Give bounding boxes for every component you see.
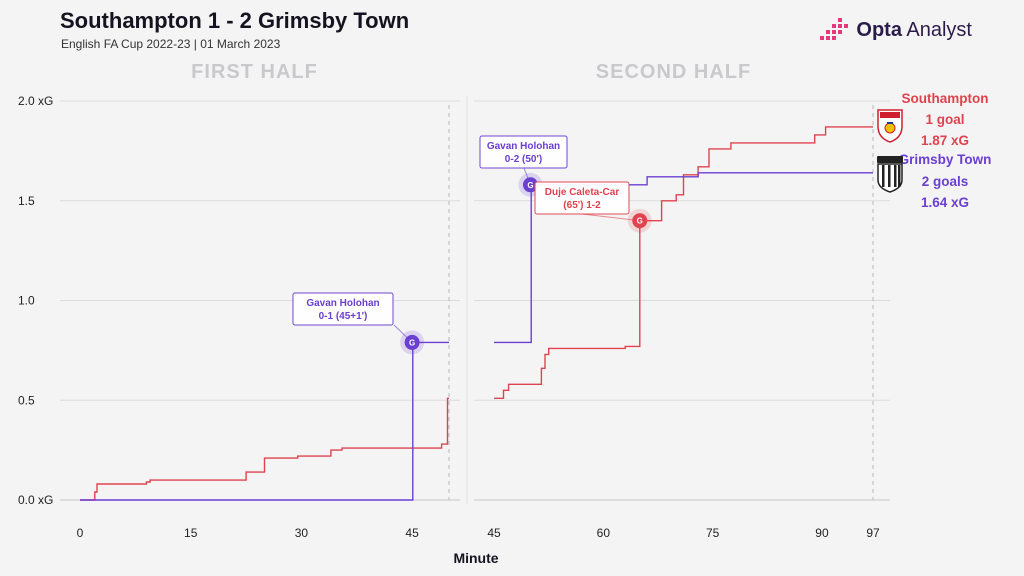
team-label-grimsby: Grimsby Town [899,152,992,167]
crest-detail [887,122,893,124]
team-goals-southampton: 1 goal [925,112,964,127]
goal-callout-leader [581,213,640,222]
y-tick-label: 2.0 xG [18,94,53,108]
x-tick-label: 45 [405,526,419,540]
x-tick-label: 30 [295,526,309,540]
goal-marker-letter: G [527,181,533,190]
crest-stripe [888,165,891,187]
team-label-southampton: Southampton [902,91,989,106]
goal-marker-letter: G [409,338,415,347]
y-tick-label: 1.0 [18,294,35,308]
goal-callout-score: (65') 1-2 [563,200,601,211]
crest-band [880,112,900,118]
half-label: FIRST HALF [191,61,318,83]
crest-ball [884,122,896,134]
x-tick-label: 45 [487,526,501,540]
grimsby-crest-icon [877,156,903,193]
x-tick-label: 75 [706,526,720,540]
goal-marker [522,177,538,193]
goal-callout-box [479,135,568,169]
x-axis-title: Minute [453,550,498,566]
series-line-southampton-first-half [80,397,449,501]
x-tick-label: 15 [184,526,198,540]
opta-logo-icon [820,18,849,40]
crest-top [877,156,903,163]
series-line-southampton-second-half [494,126,873,399]
crest-stripe [894,165,897,187]
chart-subtitle: English FA Cup 2022-23 | 01 March 2023 [61,37,281,51]
y-tick-label: 0.0 xG [18,493,53,507]
brand-logo: Opta Analyst [820,18,972,42]
goal-marker [404,334,420,350]
goal-callout-scorer: Gavan Holohan [306,298,379,309]
x-tick-label: 97 [866,526,880,540]
goal-callout-scorer: Gavan Holohan [487,141,560,152]
y-tick-label: 0.5 [18,393,35,407]
goal-callout-score: 0-2 (50') [505,154,542,165]
half-label: SECOND HALF [596,61,751,83]
brand-name: Opta Analyst [856,18,972,41]
team-goals-grimsby: 2 goals [922,174,969,189]
goal-callout-box [292,292,394,326]
goal-marker-letter: G [637,217,643,226]
goal-callout-scorer: Duje Caleta-Car [545,187,620,198]
team-xg-grimsby: 1.64 xG [921,195,969,210]
x-tick-label: 0 [77,526,84,540]
series-line-grimsby-town-first-half [80,341,449,501]
crest-stripe [898,165,901,187]
x-tick-label: 60 [597,526,611,540]
y-tick-label: 1.5 [18,194,35,208]
goal-marker [632,213,648,229]
x-tick-label: 90 [815,526,829,540]
crest-stripe [882,165,885,187]
chart-title: Southampton 1 - 2 Grimsby Town [60,8,410,33]
goal-callout-box [534,181,630,215]
southampton-crest-icon [877,109,903,143]
goal-callout-score: 0-1 (45+1') [319,311,368,322]
team-xg-southampton: 1.87 xG [921,133,969,148]
